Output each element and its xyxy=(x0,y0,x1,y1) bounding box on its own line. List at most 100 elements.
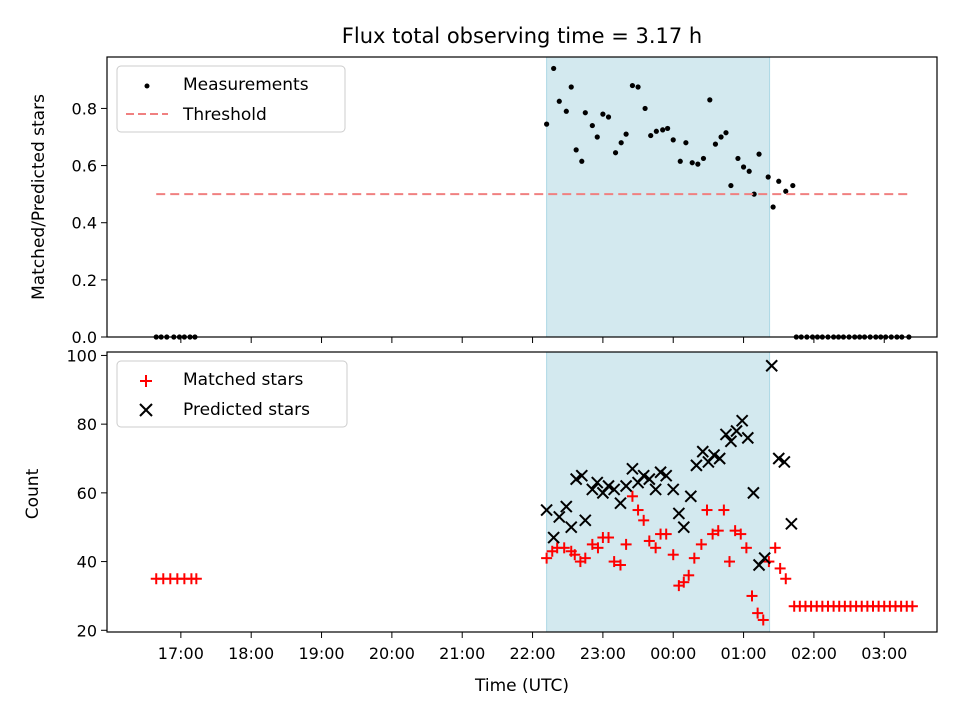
predicted-star-point xyxy=(553,510,566,524)
predicted-star-point xyxy=(690,459,703,472)
predicted-star-point xyxy=(569,472,583,486)
predicted-star-point xyxy=(575,469,588,482)
y-tick-label: 0.0 xyxy=(72,328,97,347)
y-tick-label: 0.6 xyxy=(72,157,97,176)
predicted-star-point xyxy=(707,448,721,462)
predicted-star-point xyxy=(672,507,686,520)
measurement-point xyxy=(582,110,588,116)
y-tick-label: 100 xyxy=(66,346,97,365)
matched-star-point xyxy=(626,490,638,502)
legend-predicted-marker xyxy=(139,403,153,417)
measurement-point xyxy=(573,147,579,153)
measurement-point xyxy=(594,134,600,140)
measurement-point xyxy=(653,128,659,134)
x-tick-label: 00:00 xyxy=(650,644,696,663)
measurement-point xyxy=(642,105,648,112)
predicted-star-point xyxy=(696,445,709,458)
matched-star-point xyxy=(190,573,202,585)
predicted-star-point xyxy=(659,469,673,482)
predicted-star-point xyxy=(719,428,733,441)
measurement-point xyxy=(600,111,606,117)
x-tick-label: 21:00 xyxy=(439,644,485,663)
measurement-point xyxy=(776,178,782,184)
bottom-panel: 20 40 60 80 100 17:00 18:00 19:00 20:00 21:00 22:… xyxy=(23,346,938,696)
measurement-point xyxy=(612,150,619,156)
predicted-star-point xyxy=(730,424,743,438)
predicted-star-point xyxy=(643,472,656,486)
predicted-star-point xyxy=(579,514,592,527)
measurement-point xyxy=(695,161,701,167)
measurement-point xyxy=(665,125,671,132)
predicted-star-point xyxy=(560,500,573,513)
predicted-star-point xyxy=(614,496,627,510)
bottom-legend-frame xyxy=(116,360,348,428)
x-axis-label: Time (UTC) xyxy=(474,676,569,696)
top-legend: Measurements Threshold xyxy=(116,65,346,133)
matched-star-point xyxy=(774,562,786,574)
matched-star-point xyxy=(586,538,598,550)
legend-threshold-label: Threshold xyxy=(182,105,267,125)
y-tick-label: 80 xyxy=(77,415,97,434)
x-tick-label: 23:00 xyxy=(580,644,626,663)
x-tick-label: 20:00 xyxy=(369,644,415,663)
top-panel: 0.00.20.40.60.8 Matched/Predicted stars … xyxy=(29,56,938,347)
predicted-star-point xyxy=(758,551,771,565)
matched-star-point xyxy=(632,504,644,516)
y-tick-label: 0.8 xyxy=(72,99,97,118)
x-tick-label: 03:00 xyxy=(861,644,907,663)
matched-star-point xyxy=(650,542,662,554)
x-tick-label: 02:00 xyxy=(791,644,837,663)
matched-star-point xyxy=(712,525,724,537)
matched-star-point xyxy=(746,590,758,602)
y-tick-label: 60 xyxy=(77,484,97,503)
measurement-point xyxy=(568,84,574,90)
measurement-point xyxy=(551,65,557,72)
matched-star-point xyxy=(707,528,719,540)
measurement-point xyxy=(740,164,747,170)
top-shaded-interval xyxy=(546,56,771,338)
matched-star-point xyxy=(701,504,713,516)
measurement-point xyxy=(629,82,636,89)
predicted-star-point xyxy=(741,431,754,445)
matched-star-point xyxy=(569,549,581,561)
x-tick-label: 18:00 xyxy=(228,644,274,663)
top-axes-frame xyxy=(106,56,938,338)
measurement-point xyxy=(563,108,569,114)
matched-star-point xyxy=(638,514,650,526)
measurement-point xyxy=(660,127,666,133)
measurement-point xyxy=(623,131,629,137)
measurement-point xyxy=(589,122,595,129)
matched-star-point xyxy=(769,542,781,554)
measurement-point xyxy=(718,134,724,140)
matched-star-point xyxy=(735,528,747,540)
matched-star-point xyxy=(729,525,741,537)
matched-star-point xyxy=(558,542,570,554)
measurement-point xyxy=(735,155,741,162)
predicted-star-point xyxy=(626,462,639,476)
x-tick-label: 22:00 xyxy=(509,644,555,663)
matched-star-point xyxy=(603,532,615,544)
predicted-star-point xyxy=(607,483,621,496)
measurement-point xyxy=(751,191,757,197)
bottom-y-ticks: 20 40 60 80 100 xyxy=(66,346,107,640)
predicted-star-point xyxy=(778,455,791,469)
predicted-star-point xyxy=(684,490,698,503)
matched-star-point xyxy=(592,542,604,554)
predicted-star-point xyxy=(547,531,560,544)
measurement-point xyxy=(765,174,771,180)
x-tick-label: 17:00 xyxy=(158,644,204,663)
y-tick-label: 40 xyxy=(77,553,97,572)
top-y-axis-label: Matched/Predicted stars xyxy=(29,94,49,300)
matched-star-point xyxy=(780,573,792,585)
bottom-legend: Matched stars Predicted stars xyxy=(116,360,348,428)
matched-star-point xyxy=(740,542,752,554)
x-tick-label: 01:00 xyxy=(721,644,767,663)
measurement-point xyxy=(618,140,624,146)
measurement-point xyxy=(556,98,562,104)
matched-star-point xyxy=(724,556,735,568)
matched-star-point xyxy=(683,569,695,581)
legend-predicted-label: Predicted stars xyxy=(183,400,310,420)
bottom-y-axis-label: Count xyxy=(23,468,43,519)
legend-matched-marker xyxy=(140,375,152,387)
matched-star-point xyxy=(752,607,764,619)
